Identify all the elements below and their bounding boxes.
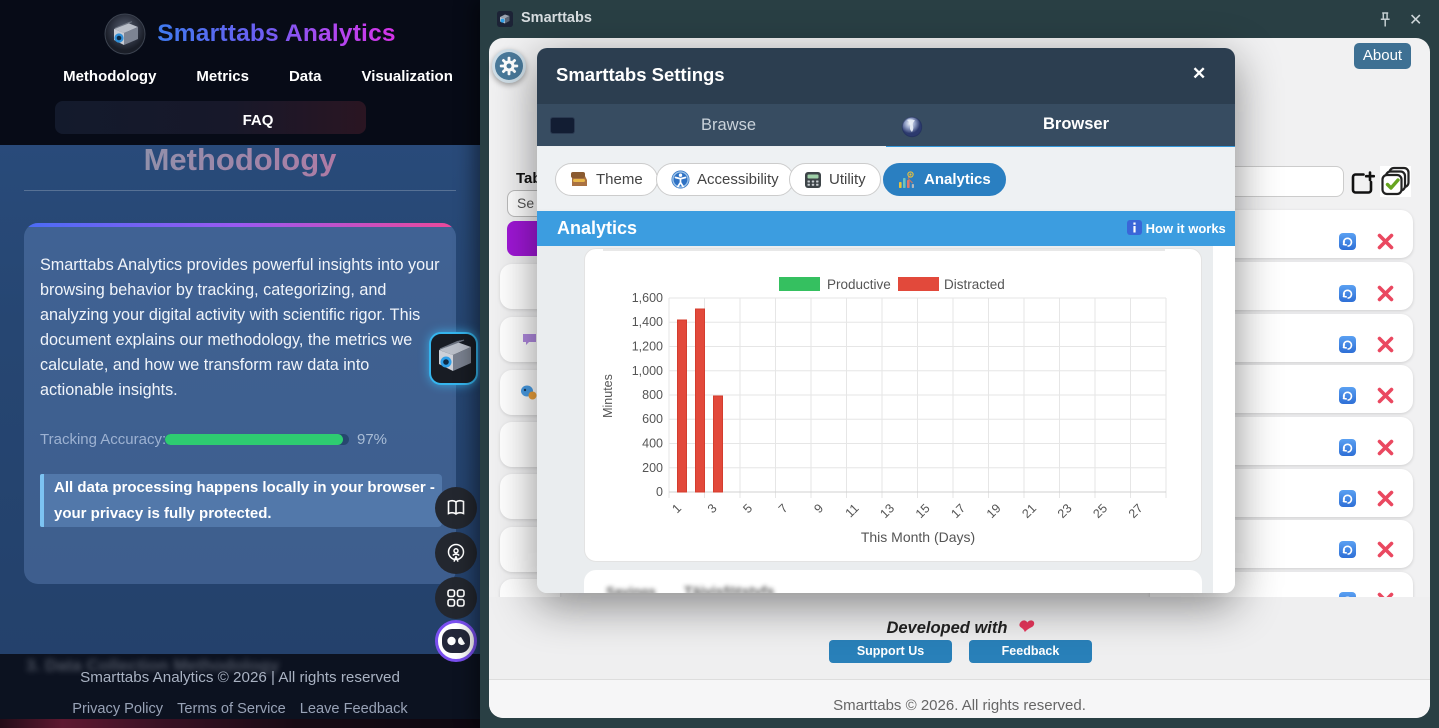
svg-text:0: 0: [656, 485, 663, 499]
svg-text:600: 600: [642, 412, 663, 426]
svg-text:19: 19: [984, 501, 1004, 521]
svg-text:This Month (Days): This Month (Days): [861, 529, 975, 545]
svg-text:1,600: 1,600: [632, 291, 663, 305]
svg-text:7: 7: [776, 501, 791, 516]
svg-text:17: 17: [948, 501, 968, 521]
svg-text:Minutes: Minutes: [601, 374, 615, 418]
svg-text:200: 200: [642, 461, 663, 475]
svg-text:5: 5: [740, 501, 755, 516]
svg-text:15: 15: [913, 501, 933, 521]
svg-text:21: 21: [1019, 501, 1039, 521]
svg-text:400: 400: [642, 437, 663, 451]
svg-text:3: 3: [705, 501, 720, 516]
svg-text:11: 11: [843, 501, 862, 520]
svg-text:1,000: 1,000: [632, 364, 663, 378]
svg-text:Productive: Productive: [827, 277, 891, 292]
svg-text:1,400: 1,400: [632, 315, 663, 329]
svg-text:Distracted: Distracted: [944, 277, 1005, 292]
svg-text:25: 25: [1090, 501, 1110, 521]
svg-text:1,200: 1,200: [632, 340, 663, 354]
svg-text:27: 27: [1126, 501, 1146, 521]
svg-text:9: 9: [811, 501, 826, 516]
svg-text:800: 800: [642, 388, 663, 402]
svg-text:23: 23: [1055, 501, 1075, 521]
svg-text:13: 13: [877, 501, 897, 521]
svg-text:1: 1: [669, 501, 684, 516]
